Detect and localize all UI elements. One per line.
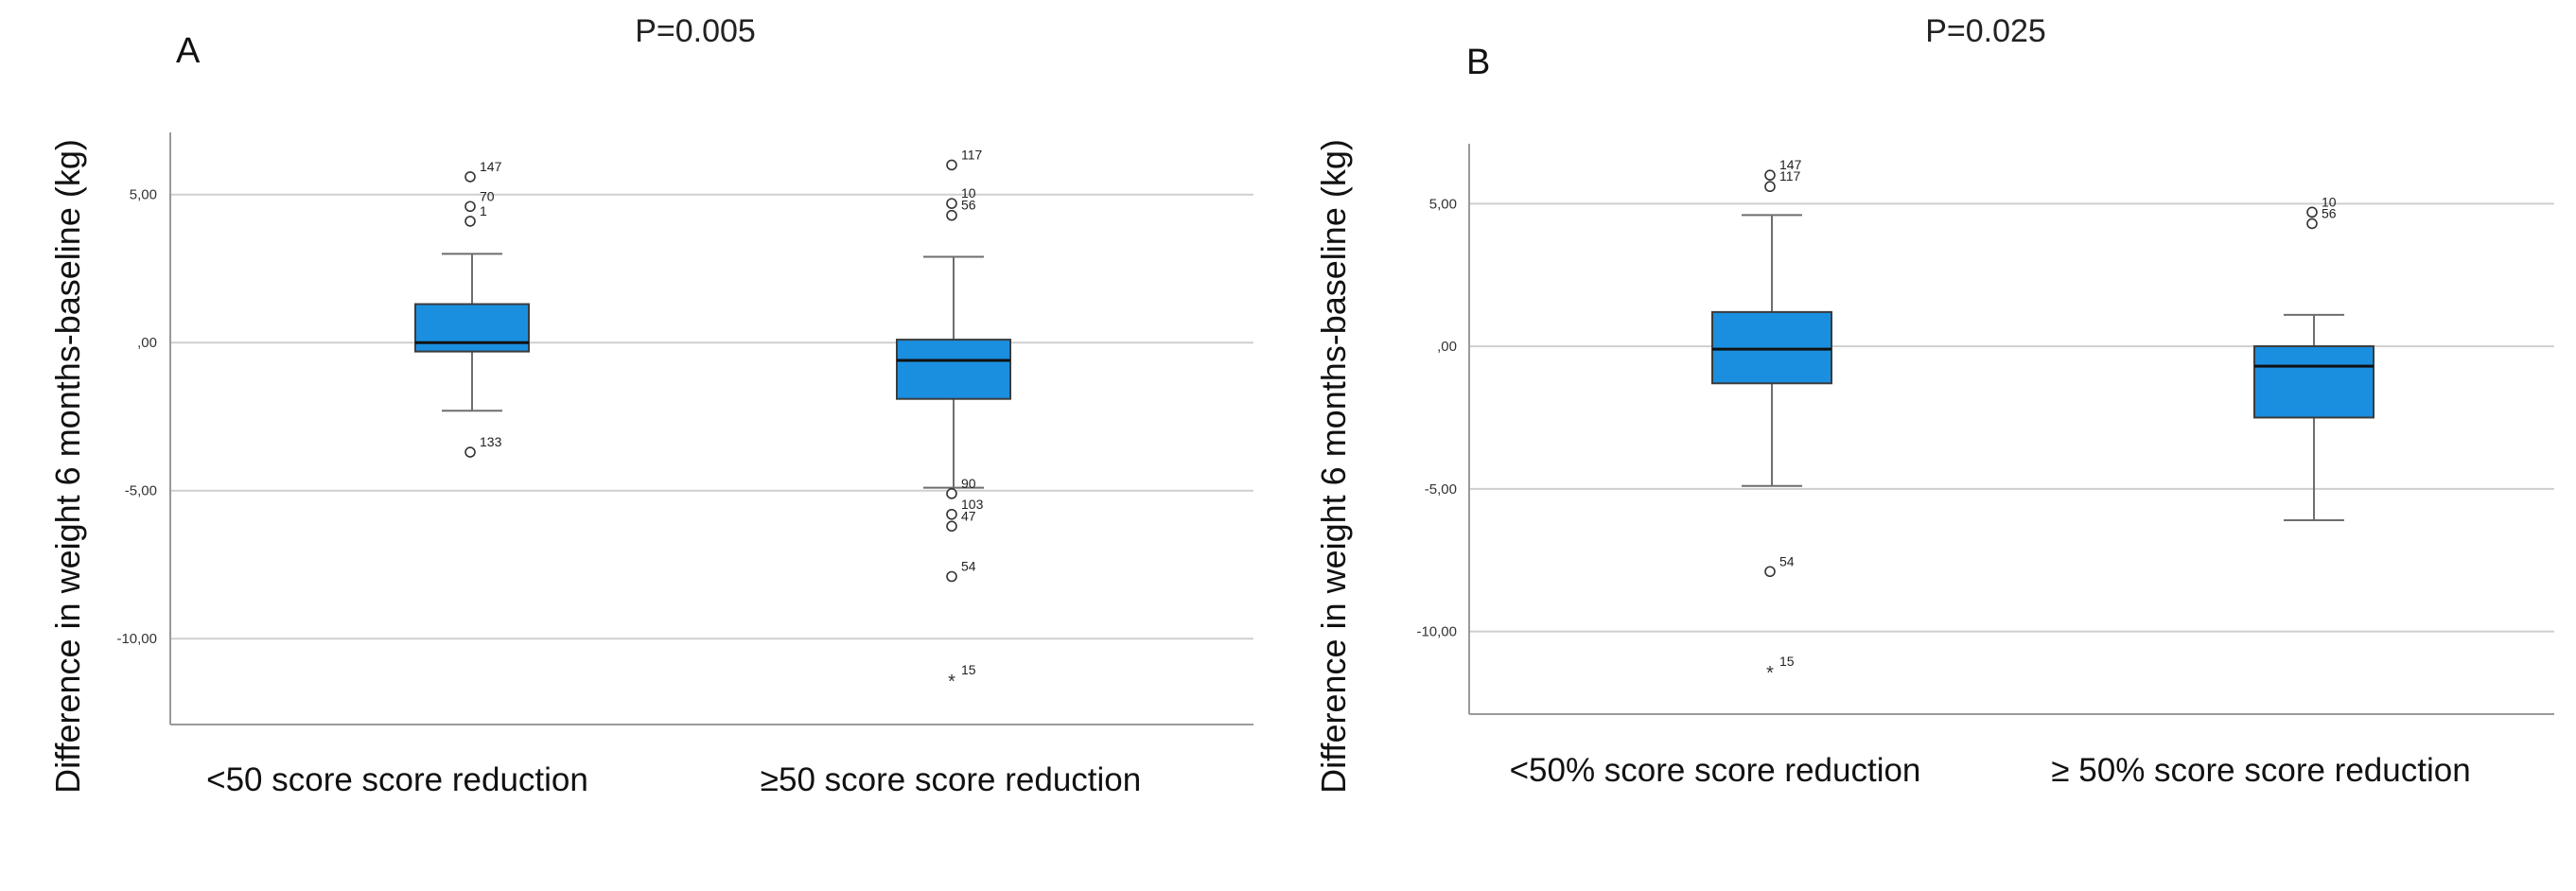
- panel-b-letter: B: [1466, 43, 1490, 82]
- panel-b-y-tick-label: -5,00: [1425, 481, 1457, 498]
- panel-b: B P=0.025 Difference in weight 6 months-…: [1314, 13, 2554, 794]
- panel-b-box-2-outlier: [2306, 218, 2318, 230]
- panel-a-box-2-outlier: [946, 520, 957, 533]
- panel-a-box-2-outlier-label: 47: [961, 508, 976, 523]
- panel-a-box-1-outlier-label: 1: [480, 203, 487, 218]
- panel-a-box-1-outlier: [464, 446, 476, 458]
- panel-b-p-value: P=0.025: [1925, 13, 2046, 49]
- panel-a-box-1-outlier-label: 70: [480, 188, 495, 203]
- panel-a-p-value: P=0.005: [635, 13, 756, 49]
- panel-a-box-2-outlier: [946, 488, 957, 499]
- panel-a-y-tick-label: -5,00: [125, 483, 157, 499]
- panel-a-box-2-outlier: [946, 198, 957, 209]
- panel-b-box-1-outlier-label: 147: [1779, 157, 1802, 172]
- panel-a-box-2-outlier-label: 54: [961, 559, 976, 574]
- panel-a-y-tick-label: -10,00: [116, 631, 157, 647]
- panel-b-box-1-iqr: [1711, 310, 1832, 385]
- panel-a-box-2-outlier: [946, 159, 957, 171]
- panel-a-y-tick-label: 5,00: [130, 187, 157, 203]
- panel-a-box-2-outlier-label: 10: [961, 185, 976, 201]
- panel-a-box-2-outlier-label: 56: [961, 198, 976, 213]
- panel-b-box-1-outlier-label: 54: [1779, 553, 1795, 568]
- panel-b-box-1-outlier-label: 117: [1779, 168, 1801, 183]
- panel-a-box-2-extreme-outlier: *: [948, 672, 955, 692]
- panel-a-box-2-outlier-label: 15: [961, 662, 976, 677]
- panel-a-letter: A: [176, 31, 201, 71]
- panel-a-box-2-outlier: [946, 508, 957, 520]
- panel-b-box-1-outlier: [1764, 566, 1776, 578]
- panel-b-y-tick-label: ,00: [1437, 339, 1457, 355]
- panel-b-box-1-outlier: [1764, 181, 1776, 193]
- panel-b-y-axis-label: Difference in weight 6 months-baseline (…: [1314, 139, 1353, 794]
- panel-a-box-1-outlier-label: 133: [480, 434, 502, 449]
- panel-a-box-2-outlier-label: 103: [961, 497, 984, 512]
- panel-a-box-2-outlier: [946, 209, 957, 221]
- panel-a-category-label-2: ≥50 score score reduction: [761, 761, 1141, 798]
- panel-b-category-label-2: ≥ 50% score score reduction: [2051, 752, 2470, 789]
- panel-b-box-2-outlier-label: 10: [2322, 194, 2337, 209]
- panel-a-box-2-iqr: [896, 339, 1011, 400]
- panel-b-box-1-extreme-outlier: *: [1766, 663, 1774, 684]
- panel-b-box-1-outlier-label: 15: [1779, 654, 1795, 669]
- panel-b-box-2-outlier: [2306, 206, 2318, 218]
- panel-a-box-2-outlier-label: 117: [961, 147, 983, 162]
- panel-a-box-1-outlier: [464, 171, 476, 183]
- panel-a-box-2-outlier: [946, 570, 957, 583]
- panel-b-y-tick-label: 5,00: [1429, 196, 1457, 212]
- panel-a-box-1-outlier: [464, 201, 476, 213]
- panel-a-category-label-1: <50 score score reduction: [206, 761, 588, 798]
- panel-a-box-2-outlier-label: 90: [961, 476, 976, 491]
- panel-a-box-1-outlier-label: 147: [480, 159, 502, 174]
- panel-a-box-1-outlier: [464, 216, 476, 227]
- panel-a-y-axis-label: Difference in weight 6 months-baseline (…: [48, 139, 87, 794]
- panel-b-box-2-outlier-label: 56: [2322, 205, 2337, 220]
- panel-b-y-tick-label: -10,00: [1416, 624, 1457, 640]
- panel-b-box-1-outlier: [1764, 169, 1776, 181]
- panel-b-category-label-1: <50% score score reduction: [1510, 752, 1921, 789]
- panel-a-y-tick-label: ,00: [137, 335, 157, 351]
- panel-a-box-1-iqr: [414, 303, 530, 353]
- panel-b-box-2-iqr: [2253, 345, 2374, 419]
- panel-a: A P=0.005 Difference in weight 6 months-…: [48, 13, 1253, 798]
